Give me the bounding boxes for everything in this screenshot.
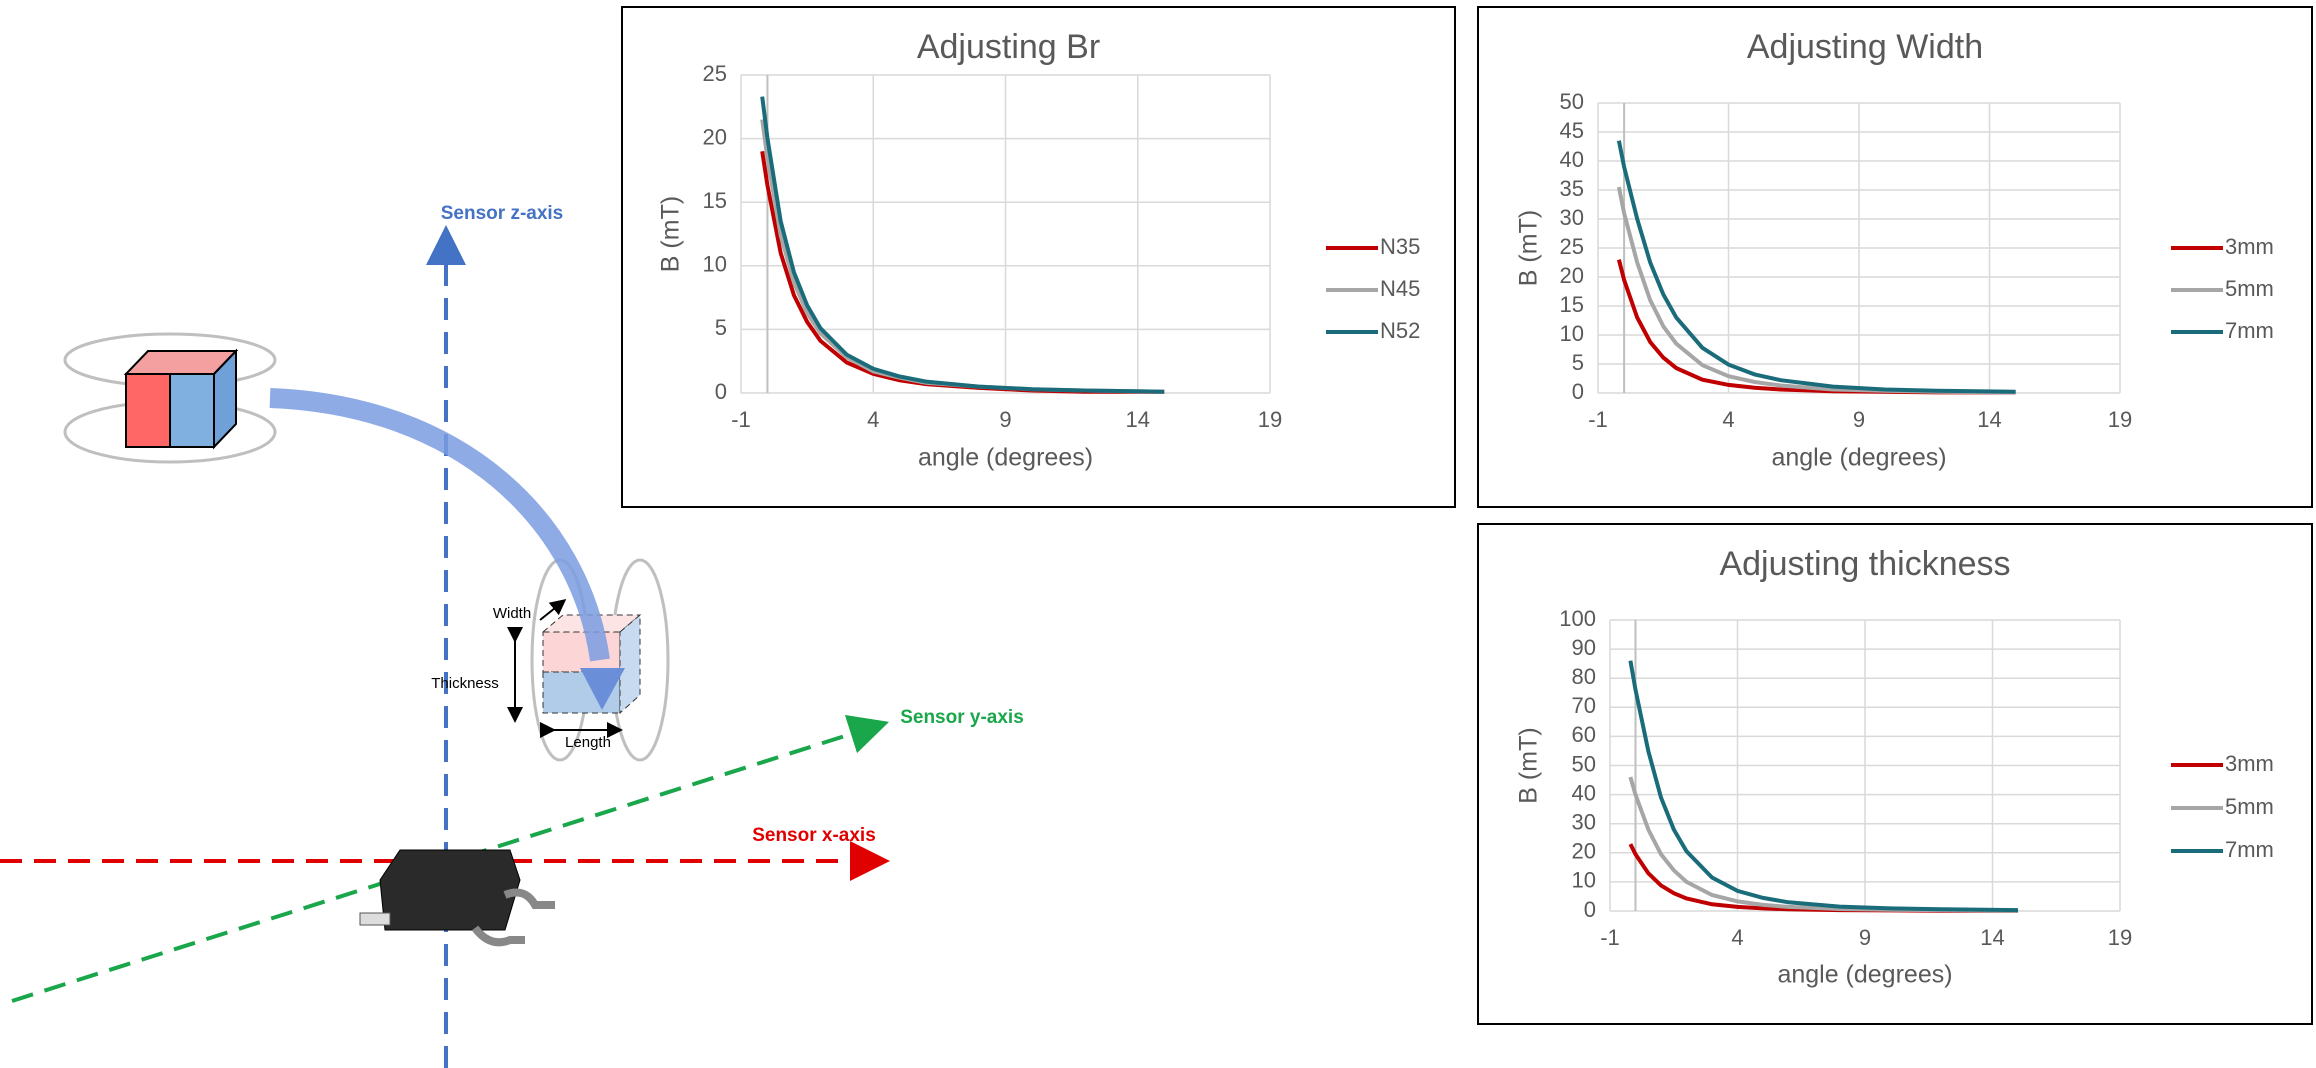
x-tick-label: 14 — [1977, 407, 2001, 432]
y-tick-label: 30 — [1572, 810, 1596, 835]
y-tick-label: 90 — [1572, 635, 1596, 660]
legend-label: 3mm — [2225, 751, 2274, 776]
chart: 0 10 20 30 40 50 60 70 80 90 100 -1 4 9 14 19 Adjusting … — [1477, 523, 2313, 1025]
y-tick-label: 10 — [703, 252, 727, 277]
chip-pin — [471, 925, 525, 947]
y-tick-label: 80 — [1572, 664, 1596, 689]
x-axis-label: angle (degrees) — [1771, 444, 1946, 472]
y-tick-label: 45 — [1560, 118, 1584, 143]
legend-label: N45 — [1380, 276, 1420, 301]
move-arrow-head — [580, 668, 625, 710]
x-tick-label: 19 — [1258, 407, 1282, 432]
chart-title: Adjusting Width — [1747, 28, 1983, 66]
y-tick-label: 50 — [1572, 751, 1596, 776]
chart-frame — [1477, 523, 2313, 1025]
chip-pin — [359, 912, 391, 926]
y-tick-label: 25 — [703, 61, 727, 86]
legend-label: 3mm — [2225, 234, 2274, 259]
length-label: Length — [565, 734, 611, 751]
y-tick-label: 60 — [1572, 722, 1596, 747]
x-tick-label: 19 — [2108, 925, 2132, 950]
x-tick-label: 14 — [1126, 407, 1150, 432]
y-tick-label: 20 — [1572, 839, 1596, 864]
x-axis-label: angle (degrees) — [1777, 961, 1952, 989]
y-tick-label: 5 — [1572, 350, 1584, 375]
y-tick-label: 100 — [1559, 606, 1596, 631]
series-line — [1628, 660, 2019, 913]
legend-label: 7mm — [2225, 318, 2274, 343]
x-tick-label: -1 — [1600, 925, 1620, 950]
x-tick-label: 4 — [1722, 407, 1734, 432]
legend-label: 5mm — [2225, 794, 2274, 819]
y-axis-label: B (mT) — [657, 196, 685, 272]
chip-pin — [503, 888, 555, 909]
y-axis-label: Sensor y-axis — [900, 707, 1024, 728]
z-axis-label: Sensor z-axis — [441, 203, 564, 224]
y-tick-label: 10 — [1572, 868, 1596, 893]
y-tick-label: 20 — [703, 124, 727, 149]
dim-arrow — [539, 599, 567, 621]
y-tick-label: 5 — [715, 315, 727, 340]
legend-label: N35 — [1380, 234, 1420, 259]
magnet-south — [169, 373, 215, 448]
y-tick-label: 30 — [1560, 205, 1584, 230]
x-tick-label: 4 — [867, 407, 879, 432]
x-tick-label: 9 — [1853, 407, 1865, 432]
y-tick-label: 25 — [1560, 234, 1584, 259]
diagram: Sensor z-axis Sensor y-axis Sensor x-axi… — [0, 203, 1024, 1068]
y-tick-label: 20 — [1560, 263, 1584, 288]
chart-title: Adjusting thickness — [1719, 545, 2010, 583]
y-axis-label: B (mT) — [1515, 210, 1543, 286]
x-tick-label: 9 — [999, 407, 1011, 432]
x-tick-label: 14 — [1980, 925, 2004, 950]
y-tick-label: 0 — [1572, 379, 1584, 404]
x-tick-label: 4 — [1731, 925, 1743, 950]
y-axis-label: B (mT) — [1515, 727, 1543, 803]
y-tick-label: 40 — [1560, 147, 1584, 172]
y-tick-label: 0 — [715, 379, 727, 404]
move-arrow — [269, 388, 610, 662]
chart: 0 5 10 15 20 25 -1 4 9 14 19 Adjusting Br angle (deg… — [621, 6, 1456, 508]
chart-frame — [621, 6, 1456, 508]
y-tick-label: 35 — [1560, 176, 1584, 201]
x-axis-label: angle (degrees) — [918, 444, 1093, 472]
sensor-chip — [379, 849, 521, 931]
width-label: Width — [493, 605, 531, 622]
small-magnet-face — [619, 613, 641, 715]
legend-label: 5mm — [2225, 276, 2274, 301]
series-line — [760, 96, 1165, 394]
chart-frame — [1477, 6, 2313, 508]
chart: 0 5 10 15 20 25 30 35 40 45 50 -1 4 9 14 19 Adjusting Wi… — [1477, 6, 2313, 508]
legend-label: 7mm — [2225, 837, 2274, 862]
chart-title: Adjusting Br — [917, 28, 1100, 66]
x-tick-label: -1 — [731, 407, 751, 432]
y-tick-label: 40 — [1572, 780, 1596, 805]
x-axis-label: Sensor x-axis — [752, 825, 876, 846]
y-tick-label: 70 — [1572, 693, 1596, 718]
y-tick-label: 0 — [1584, 897, 1596, 922]
magnet-north — [125, 373, 171, 448]
y-tick-label: 10 — [1560, 321, 1584, 346]
y-tick-label: 15 — [703, 188, 727, 213]
y-tick-label: 15 — [1560, 292, 1584, 317]
legend-label: N52 — [1380, 318, 1420, 343]
x-tick-label: -1 — [1588, 407, 1608, 432]
thickness-label: Thickness — [431, 675, 499, 692]
series-line — [1616, 140, 2016, 394]
x-tick-label: 19 — [2108, 407, 2132, 432]
y-tick-label: 50 — [1560, 89, 1584, 114]
x-tick-label: 9 — [1859, 925, 1871, 950]
